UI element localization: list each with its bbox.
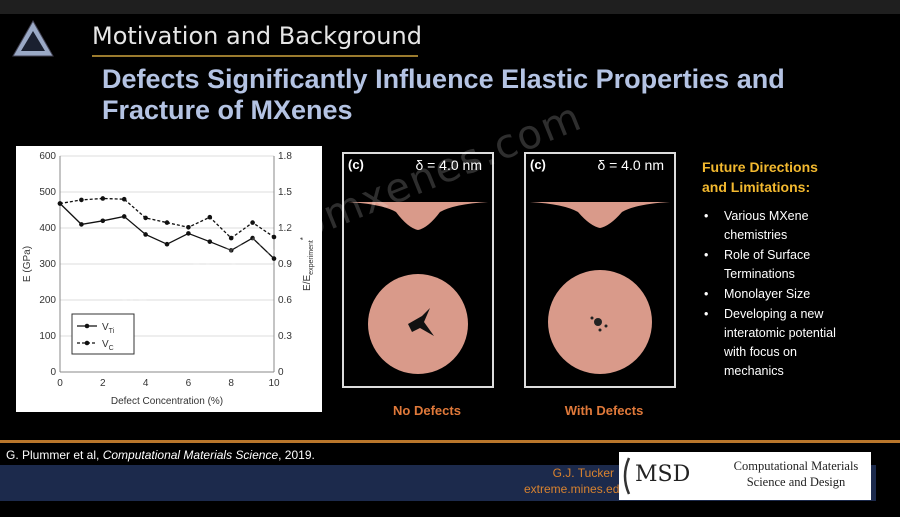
- y-tick-label: 300: [39, 259, 56, 270]
- y-right-tick-label: 0.9: [278, 259, 292, 270]
- data-point: [79, 222, 84, 227]
- y-tick-label: 600: [39, 151, 56, 162]
- data-point: [79, 197, 84, 203]
- data-point: [164, 220, 170, 225]
- citation-journal: Computational Materials Science: [102, 448, 279, 462]
- data-point: [57, 201, 63, 206]
- data-point: [207, 214, 213, 220]
- data-point: [228, 248, 234, 253]
- legend-marker: [84, 340, 90, 346]
- msd-logo-text: MSD: [635, 462, 691, 487]
- citation-year: , 2019.: [278, 448, 315, 462]
- y-right-tick-label: 0.3: [278, 331, 292, 342]
- future-list: Various MXene chemistries Role of Surfac…: [700, 207, 860, 382]
- y-right-tick-label: 1.2: [278, 223, 292, 234]
- data-point: [228, 235, 234, 241]
- y-tick-label: 100: [39, 331, 56, 342]
- data-point: [207, 239, 213, 244]
- y-right-tick-label: 0: [278, 367, 284, 378]
- data-point: [121, 214, 127, 219]
- data-point: [143, 215, 148, 221]
- caption-no-defects: No Defects: [393, 403, 461, 418]
- indentation-simulation-image: [530, 202, 670, 374]
- panel-delta-label: δ = 4.0 nm: [597, 157, 664, 173]
- data-point: [250, 220, 255, 225]
- title-underline: [92, 55, 418, 57]
- y-right-tick-label: 1.8: [278, 151, 292, 162]
- data-point: [271, 234, 277, 240]
- slide-title: Defects Significantly Influence Elastic …: [102, 64, 785, 125]
- panel-tag: (c): [348, 157, 364, 172]
- list-item: Developing a new interatomic potential w…: [700, 305, 860, 381]
- chart-panel: 0 100 200 300 400 500 600 0 2 4 6 8 10 0 0.3 0.6 0.9 1.2 1…: [16, 146, 322, 412]
- x-tick-label: 8: [228, 378, 234, 389]
- section-title: Motivation and Background: [92, 22, 422, 50]
- x-tick-label: 4: [143, 378, 149, 389]
- panel-delta-label: δ = 4.0 nm: [415, 157, 482, 173]
- data-point: [271, 256, 277, 261]
- y-tick-label: 0: [50, 367, 56, 378]
- y-right-axis-label: E/Eexperiment*: [299, 237, 315, 291]
- msd-logo-icon: [623, 457, 631, 495]
- panel-no-defects: (c) δ = 4.0 nm: [342, 152, 494, 388]
- data-point: [143, 232, 148, 237]
- legend-label: VTi: [102, 322, 115, 335]
- data-point: [164, 241, 170, 247]
- y-right-tick-label: 1.5: [278, 187, 292, 198]
- future-heading-line2: and Limitations:: [702, 179, 811, 195]
- data-point: [100, 218, 106, 224]
- panel-tag: (c): [530, 157, 546, 172]
- y-axis-label: E (GPa): [22, 246, 33, 282]
- data-point: [100, 196, 106, 201]
- list-item: Monolayer Size: [700, 285, 860, 304]
- future-heading-line1: Future Directions: [702, 159, 818, 175]
- footer-divider: [0, 440, 900, 443]
- indentation-simulation-image: [348, 202, 488, 374]
- y-tick-label: 200: [39, 295, 56, 306]
- msd-logo: MSD Computational Materials Science and …: [619, 452, 871, 500]
- future-heading: Future Directions and Limitations:: [702, 157, 818, 197]
- author-name: G.J. Tucker: [552, 466, 614, 480]
- citation-authors: G. Plummer et al,: [6, 448, 103, 462]
- x-tick-label: 10: [268, 378, 280, 389]
- series-line-VTi: [59, 203, 275, 260]
- panel-with-defects: (c) δ = 4.0 nm: [524, 152, 676, 388]
- data-point: [121, 196, 127, 202]
- data-point: [186, 231, 191, 236]
- list-item: Various MXene chemistries: [700, 207, 860, 245]
- x-tick-label: 0: [57, 378, 63, 389]
- school-logo-icon: [12, 19, 54, 57]
- msd-logo-description: Computational Materials Science and Desi…: [733, 459, 859, 489]
- citation: G. Plummer et al, Computational Material…: [6, 448, 315, 462]
- legend-marker: [84, 323, 90, 329]
- data-point: [186, 224, 191, 230]
- series-line-VC: [59, 197, 275, 239]
- author-site[interactable]: extreme.mines.edu: [524, 482, 627, 496]
- list-item: Role of Surface Terminations: [700, 246, 860, 284]
- x-tick-label: 6: [186, 378, 192, 389]
- x-axis-label: Defect Concentration (%): [111, 396, 223, 407]
- window-top-bar: [0, 0, 900, 14]
- x-tick-label: 2: [100, 378, 106, 389]
- caption-with-defects: With Defects: [564, 403, 644, 418]
- y-tick-label: 500: [39, 187, 56, 198]
- y-tick-label: 400: [39, 223, 56, 234]
- legend-label: VC: [102, 339, 114, 352]
- y-right-tick-label: 0.6: [278, 295, 292, 306]
- data-point: [250, 235, 255, 241]
- legend-box: [71, 313, 135, 355]
- footer-author: G.J. Tucker extreme.mines.edu: [524, 465, 627, 497]
